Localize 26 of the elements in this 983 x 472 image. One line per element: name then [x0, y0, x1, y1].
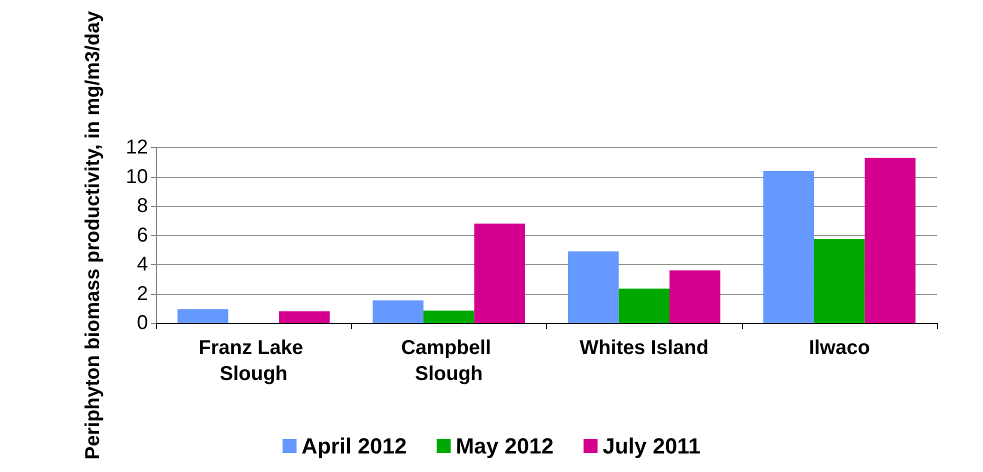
bar: [568, 251, 619, 323]
legend-label: July 2011: [602, 434, 700, 458]
bar: [618, 288, 670, 323]
y-tick-label: 2: [136, 282, 148, 305]
x-tick-label: Campbell Slough: [401, 337, 497, 385]
bar: [177, 309, 228, 323]
bar: [763, 170, 814, 323]
bar: [279, 311, 330, 323]
y-tick-label: 10: [126, 166, 148, 188]
bar: [814, 238, 865, 323]
bar: [670, 270, 720, 323]
x-tick-label: Ilwaco: [808, 337, 870, 359]
y-axis-title: Periphyton biomass productivity, in mg/m3/day: [82, 10, 104, 460]
y-tick-label: 6: [136, 224, 148, 246]
bar: [864, 158, 916, 323]
y-tick-label: 4: [136, 254, 148, 276]
bar: [474, 224, 526, 323]
legend-label: May 2012: [456, 434, 554, 458]
y-tick-label: 8: [136, 195, 148, 218]
bar: [372, 300, 424, 323]
x-tick-label: Franz Lake Slough: [198, 337, 309, 385]
y-tick-label: 12: [126, 136, 148, 159]
legend-label: April 2012: [302, 434, 407, 458]
y-tick-label: 0: [136, 312, 148, 334]
bar: [423, 310, 474, 323]
x-tick-label: Whites Island: [580, 337, 709, 359]
